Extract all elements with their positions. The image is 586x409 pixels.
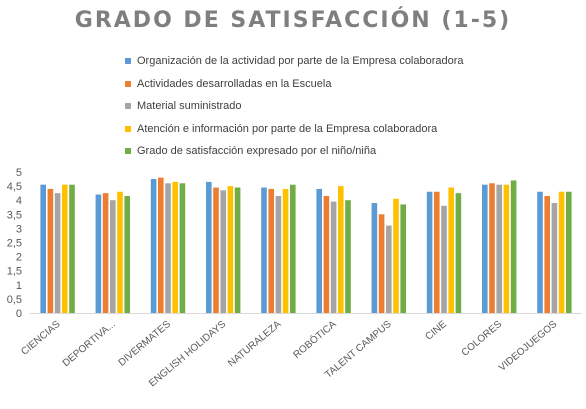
y-tick-label: 5 [16,167,22,179]
bar [434,191,440,313]
legend-label: Atención e información por parte de la E… [137,122,438,135]
bar [323,195,330,313]
x-category-label: CIENCIAS [19,319,63,358]
legend-item: Organización de la actividad por parte d… [125,50,580,73]
bar [386,225,392,313]
bar [558,191,565,313]
chart-title: GRADO DE SATISFACCIÓN (1-5) [74,8,512,33]
bar [179,183,186,313]
bar [172,181,178,313]
legend: Organización de la actividad por parte d… [125,50,580,163]
bar [544,195,550,313]
legend-swatch [125,125,131,132]
legend-swatch [125,148,131,155]
bar [227,186,234,313]
legend-label: Grado de satisfacción expresado por el n… [137,145,377,158]
x-category-label: CINE [424,319,450,343]
y-tick-label: 1,5 [7,266,22,278]
bar [261,187,267,313]
bar [95,194,102,313]
bar [551,203,558,313]
bar [69,184,75,313]
legend-swatch [125,103,131,110]
legend-item: Actividades desarrolladas en la Escuela [125,73,580,96]
x-category-label: ROBÓTICA [290,317,339,361]
bar [282,188,289,313]
bar [338,186,344,313]
bar [489,183,495,313]
y-tick-label: 0 [16,308,22,320]
bar [220,190,226,313]
y-tick-label: 2 [16,252,22,264]
bar [206,181,212,313]
bar [102,193,109,313]
y-tick-label: 1 [16,280,22,292]
y-tick-label: 4,5 [7,181,22,193]
legend-item: Material suministrado [125,95,580,118]
bar [496,184,502,313]
bar [124,195,130,313]
bar [158,177,164,313]
bar [393,198,399,313]
legend-label: Material suministrado [137,100,242,113]
legend-swatch [125,58,131,65]
bar [503,184,510,313]
bar [47,188,54,313]
bar [566,191,572,313]
bar [510,180,517,313]
bar [400,204,406,313]
bar [441,205,447,313]
bar [62,184,68,313]
legend-item: Atención e información por parte de la E… [125,118,580,141]
bar [234,187,241,313]
x-category-label: VIDEOJUEGOS [497,319,560,374]
bar [537,191,543,313]
bar [54,193,61,313]
y-tick-label: 4 [16,195,22,207]
bar [482,184,488,313]
bar [330,201,337,313]
legend-label: Organización de la actividad por parte d… [137,55,464,68]
bar [378,214,385,313]
bar [345,200,351,313]
bar [150,179,157,313]
bar [110,200,116,313]
bar [455,193,462,313]
y-tick-label: 2,5 [7,238,22,250]
bar [275,195,282,313]
bar [268,188,274,313]
bar [213,187,219,313]
bar [117,191,123,313]
bar [448,187,454,313]
y-tick-label: 3 [16,223,22,235]
y-tick-label: 3,5 [7,209,22,221]
bar [316,188,322,313]
legend-swatch [125,80,131,87]
bar [165,183,171,313]
bar [426,191,433,313]
x-category-label: NATURALEZA [226,319,283,370]
x-category-label: DIVERMATES [117,319,174,369]
x-category-label: DEPORTIVA... [61,319,118,369]
y-tick-label: 0,5 [7,294,22,306]
x-category-label: COLORES [460,319,505,359]
legend-item: Grado de satisfacción expresado por el n… [125,140,580,163]
legend-label: Actividades desarrolladas en la Escuela [137,77,332,90]
bar [40,184,46,313]
bar [371,203,378,313]
bar [290,184,296,313]
